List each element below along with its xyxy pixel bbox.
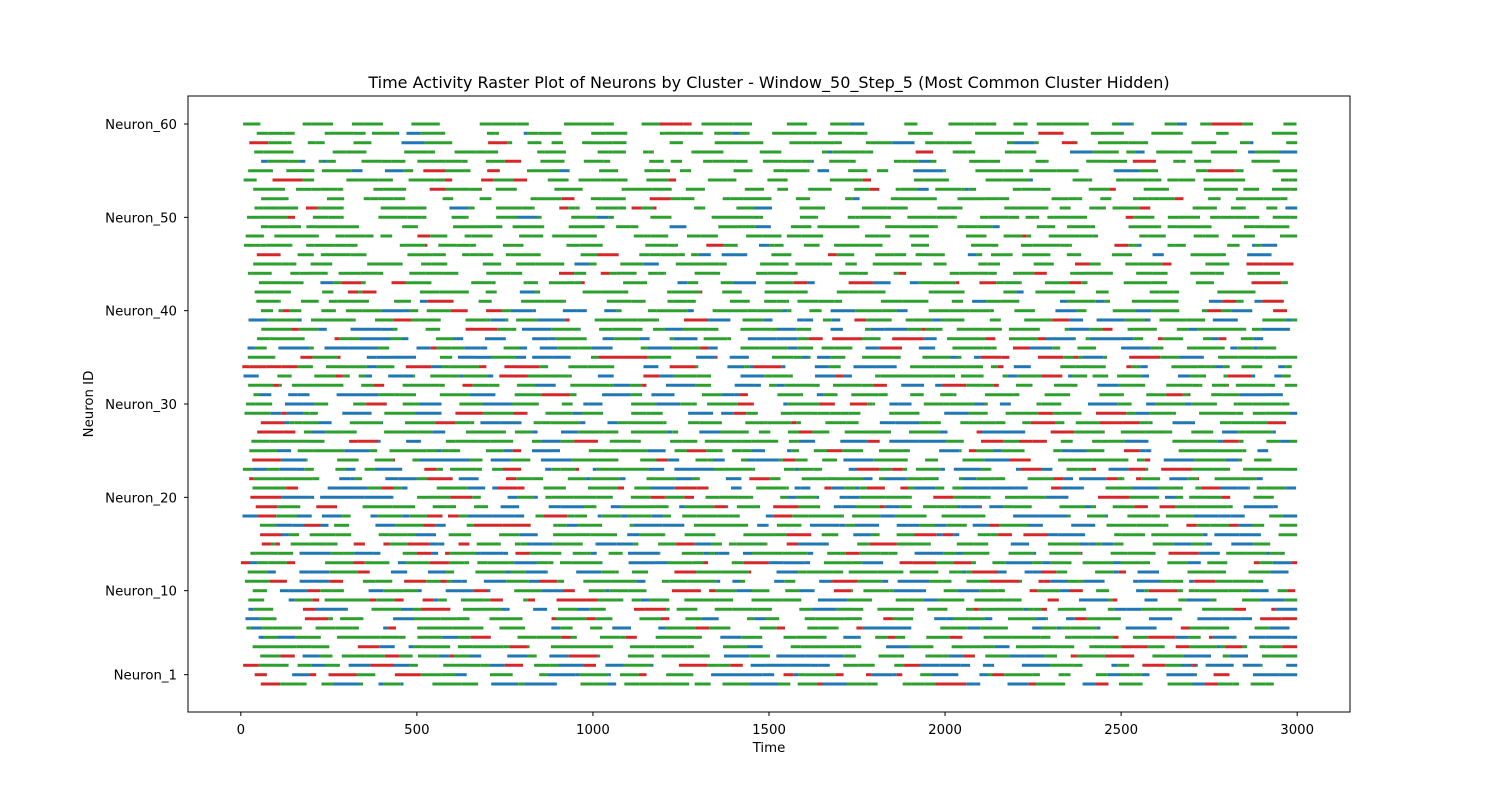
y-axis-label: Neuron ID — [82, 371, 97, 438]
y-tick-label: Neuron_60 — [105, 118, 177, 133]
y-tick-label: Neuron_50 — [105, 211, 177, 226]
x-tick-label: 2000 — [928, 723, 962, 738]
y-tick-label: Neuron_40 — [105, 305, 177, 320]
y-tick-label: Neuron_20 — [105, 491, 177, 506]
x-tick-label: 2500 — [1104, 723, 1138, 738]
x-tick-label: 1000 — [576, 723, 610, 738]
x-axis: 0 500 1000 1500 2000 2500 3000 — [237, 712, 1314, 738]
x-tick-label: 0 — [237, 723, 245, 738]
plot-frame — [187, 95, 1351, 713]
y-tick-label: Neuron_1 — [114, 669, 177, 684]
y-tick-label: Neuron_10 — [105, 585, 177, 600]
x-tick-label: 1500 — [752, 723, 786, 738]
x-tick-label: 500 — [404, 723, 429, 738]
chart-title: Time Activity Raster Plot of Neurons by … — [367, 73, 1169, 93]
x-axis-label: Time — [752, 741, 786, 756]
x-tick-label: 3000 — [1280, 723, 1314, 738]
plot-area — [240, 122, 1298, 686]
y-tick-label: Neuron_30 — [105, 398, 177, 413]
y-axis: Neuron_1 Neuron_10 Neuron_20 Neuron_30 Neuro… — [105, 118, 188, 684]
